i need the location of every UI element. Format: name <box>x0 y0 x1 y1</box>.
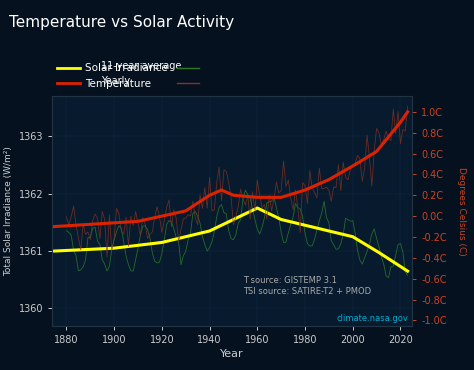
X-axis label: Year: Year <box>220 349 244 359</box>
Y-axis label: Degrees Celsius (C): Degrees Celsius (C) <box>457 166 466 255</box>
Y-axis label: Total Solar Irradiance (W/m²): Total Solar Irradiance (W/m²) <box>4 146 13 276</box>
Legend: Solar Irradiance, Temperature, , : Solar Irradiance, Temperature, , <box>57 64 205 89</box>
Text: climate.nasa.gov: climate.nasa.gov <box>337 314 409 323</box>
Text: Temperature vs Solar Activity: Temperature vs Solar Activity <box>9 15 235 30</box>
Text: Yearly: Yearly <box>101 75 130 85</box>
Text: 11-year average: 11-year average <box>101 61 181 71</box>
Text: T source: GISTEMP 3.1
TSI source: SATIRE-T2 + PMOD: T source: GISTEMP 3.1 TSI source: SATIRE… <box>243 276 371 296</box>
